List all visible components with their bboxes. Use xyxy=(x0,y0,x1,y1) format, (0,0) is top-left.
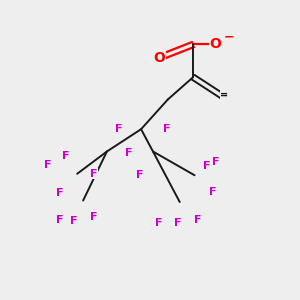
Text: F: F xyxy=(61,151,69,161)
Text: O: O xyxy=(209,38,221,52)
Text: F: F xyxy=(203,161,210,171)
Text: F: F xyxy=(175,218,182,228)
Text: F: F xyxy=(194,215,201,225)
Text: −: − xyxy=(224,31,234,44)
Text: F: F xyxy=(212,157,219,167)
Text: =: = xyxy=(220,90,228,100)
Text: F: F xyxy=(136,170,143,180)
Text: F: F xyxy=(209,187,216,196)
Text: F: F xyxy=(163,124,170,134)
Text: F: F xyxy=(90,169,97,179)
Text: F: F xyxy=(125,148,133,158)
Text: F: F xyxy=(70,216,78,226)
Text: F: F xyxy=(56,188,63,198)
Text: F: F xyxy=(90,212,97,222)
Text: F: F xyxy=(56,215,63,225)
Text: F: F xyxy=(155,218,163,228)
Text: O: O xyxy=(153,51,165,65)
Text: F: F xyxy=(115,124,122,134)
Text: F: F xyxy=(44,160,51,170)
